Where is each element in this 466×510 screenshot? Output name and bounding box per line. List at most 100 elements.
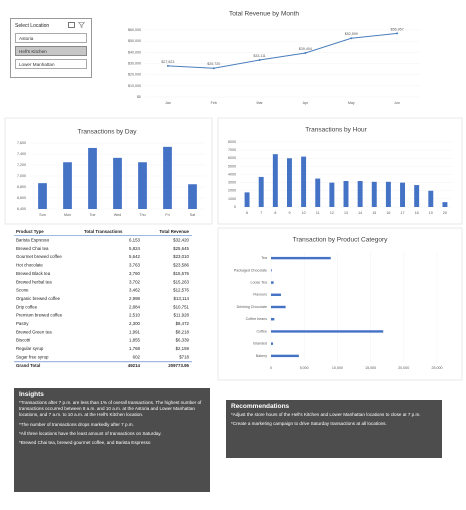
slicer-item[interactable]: Hell's Kitchen: [15, 46, 87, 56]
table-cell: $23,586: [173, 263, 189, 268]
x-tick-label: 19: [429, 211, 433, 215]
table-cell: $15,576: [173, 271, 189, 276]
y-tick-label: Drinking Chocolate: [237, 305, 267, 309]
category-panel: [217, 227, 463, 381]
x-tick-label: Thu: [139, 213, 145, 217]
y-tick-label: Loose Tea: [250, 281, 267, 285]
table-cell: $12,576: [173, 288, 189, 293]
insights-box: Insights *Transactions after 7 p.m. are …: [14, 388, 210, 492]
slicer-title: Select Location: [15, 23, 50, 29]
table-cell: $25,645: [173, 246, 189, 251]
bar: [258, 176, 264, 207]
paragraph: *The number of transactions drops marked…: [19, 421, 134, 427]
recommendations-box: Recommendations *Adjust the store hours …: [226, 400, 442, 458]
paragraph: *Create a marketing campaign to drive Sa…: [231, 421, 387, 427]
x-tick-label: Tue: [89, 213, 95, 217]
table-cell: Scone: [16, 288, 29, 293]
x-tick-label: Sat: [190, 213, 195, 217]
point: [212, 67, 215, 70]
bar: [271, 269, 272, 272]
slicer-item[interactable]: Astoria: [15, 33, 87, 43]
chart-title: Transactions by Day: [77, 129, 137, 136]
table-cell: 2,510: [129, 313, 141, 318]
bar: [113, 157, 122, 209]
y-tick-label: 7000: [228, 148, 236, 152]
y-tick-label: Coffee: [256, 329, 267, 333]
x-tick-label: 13: [344, 211, 348, 215]
y-tick-label: 8000: [228, 140, 236, 144]
y-tick-label: $30,000: [128, 61, 141, 65]
x-tick-label: 0: [270, 366, 272, 370]
bar: [271, 256, 331, 260]
x-tick-label: 10: [302, 211, 306, 215]
table-cell: $10,751: [173, 304, 189, 309]
bar: [329, 182, 335, 207]
bar: [271, 281, 274, 284]
slicer-item[interactable]: Lower Manhattan: [15, 59, 87, 69]
y-tick-label: 2000: [228, 189, 236, 193]
y-tick-label: 7,600: [17, 141, 26, 145]
table-cell: 3,702: [129, 279, 141, 284]
bar: [315, 178, 321, 207]
y-tick-label: 7,200: [17, 163, 26, 167]
recommendations-title: Recommendations: [231, 403, 290, 410]
y-tick-label: $0: [137, 95, 141, 99]
data-label: $33,111: [253, 54, 265, 58]
x-tick-label: 7: [260, 211, 262, 215]
bar: [301, 156, 307, 207]
chart-title: Transactions by Hour: [305, 127, 367, 134]
bar: [271, 305, 286, 309]
bar: [38, 183, 47, 209]
bar: [271, 293, 281, 296]
paragraph: *Transactions after 7 p.m. are less than…: [19, 400, 202, 418]
table-cell: $23,010: [173, 254, 189, 259]
location-slicer: Select Location Astoria Hell's Kitchen Low…: [10, 18, 92, 78]
bar: [244, 192, 250, 207]
y-tick-label: 7,000: [17, 174, 26, 178]
table-cell: Pastry: [16, 321, 29, 326]
table-cell: 1,855: [129, 338, 141, 343]
bar: [385, 181, 391, 207]
y-tick-label: Flavours: [253, 293, 267, 297]
x-tick-label: 8: [274, 211, 276, 215]
column-header: Total Revenue: [159, 229, 189, 234]
table-cell: $11,928: [173, 313, 189, 318]
clear-filter-icon[interactable]: [78, 22, 85, 28]
table-cell: 3,763: [129, 263, 141, 268]
table-cell: $32,420: [173, 238, 189, 243]
total-cell: 49214: [128, 363, 141, 368]
x-tick-label: Jun: [394, 101, 400, 105]
paragraph: *Adjust the store hours of the Hell's Ki…: [231, 412, 421, 417]
x-tick-label: 15: [372, 211, 376, 215]
data-label: $27,823: [161, 60, 174, 64]
bar: [63, 162, 72, 209]
data-label: $56,957: [391, 27, 404, 31]
table-cell: $6,339: [176, 338, 190, 343]
bar: [343, 181, 349, 207]
data-label: $39,404: [299, 47, 312, 51]
bar: [442, 202, 448, 207]
table-cell: $8,472: [176, 321, 190, 326]
total-cell: 209773.95: [168, 363, 189, 368]
y-tick-label: $40,000: [128, 50, 141, 54]
table-cell: $8,218: [176, 329, 190, 334]
multi-select-icon[interactable]: [68, 22, 75, 28]
bar: [400, 182, 406, 207]
bar: [163, 146, 172, 209]
point: [304, 51, 307, 54]
table-cell: 1,768: [129, 346, 141, 351]
x-tick-label: Sun: [39, 213, 45, 217]
table-cell: Organic brewed coffee: [16, 296, 61, 301]
table-cell: 2,998: [129, 296, 141, 301]
data-label: $52,599: [345, 32, 358, 36]
point: [258, 59, 261, 62]
y-tick-label: 6,400: [17, 207, 26, 211]
x-tick-label: 9: [288, 211, 290, 215]
table-cell: 2,300: [129, 321, 141, 326]
x-tick-label: 12: [330, 211, 334, 215]
table-cell: 2,884: [129, 304, 141, 309]
table-cell: 602: [133, 354, 141, 359]
y-tick-label: $50,000: [128, 39, 141, 43]
chart-title: Transaction by Product Category: [293, 237, 389, 244]
